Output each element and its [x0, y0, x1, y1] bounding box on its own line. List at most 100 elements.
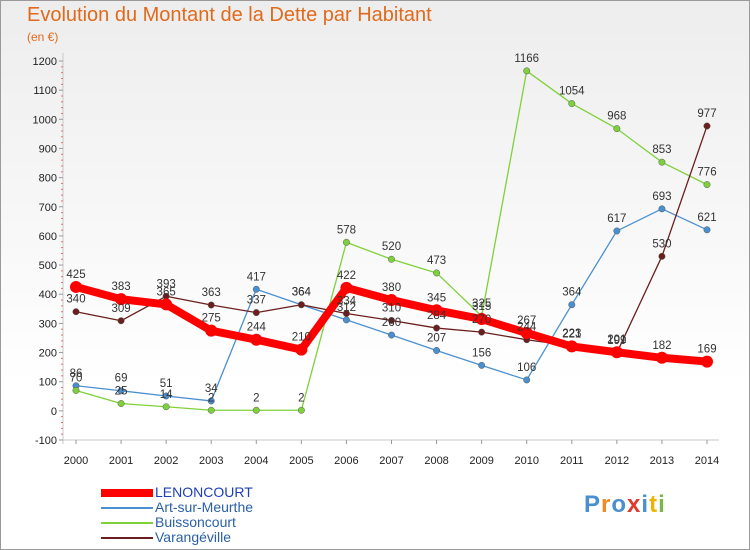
- data-label: 617: [607, 213, 626, 225]
- data-point: [478, 361, 486, 369]
- data-label: 14: [160, 389, 173, 401]
- data-point: [658, 252, 666, 260]
- data-label: 425: [66, 269, 85, 281]
- data-point: [433, 347, 441, 354]
- legend-swatch: [101, 507, 153, 509]
- data-point: [430, 304, 443, 317]
- data-point: [342, 238, 350, 246]
- x-tick-label: 2004: [244, 455, 268, 467]
- x-tick-label: 2001: [109, 455, 133, 467]
- data-point: [568, 301, 576, 309]
- y-tick-label: 1000: [33, 114, 57, 126]
- x-tick-label: 2012: [605, 455, 629, 467]
- x-tick-label: 2006: [334, 455, 358, 467]
- data-label: 34: [205, 383, 218, 395]
- data-label: 310: [382, 302, 401, 314]
- data-point: [613, 125, 621, 133]
- logo-letter: o: [611, 491, 628, 518]
- data-point: [162, 403, 170, 411]
- logo-letter: i: [641, 491, 650, 518]
- data-point: [250, 333, 263, 346]
- data-label: 621: [697, 212, 716, 224]
- data-point: [70, 280, 82, 293]
- data-label: 337: [247, 295, 266, 307]
- data-label: 364: [292, 287, 312, 299]
- data-label: 578: [337, 224, 356, 236]
- data-point: [388, 255, 395, 263]
- data-label: 693: [652, 191, 671, 203]
- data-point: [72, 386, 80, 394]
- data-label: 182: [652, 340, 671, 352]
- data-point: [433, 269, 441, 277]
- data-label: 363: [202, 287, 221, 299]
- data-label: 365: [157, 286, 176, 298]
- data-point: [388, 317, 395, 324]
- legend-swatch: [101, 522, 153, 524]
- y-tick-label: 200: [39, 348, 57, 360]
- data-point: [701, 355, 713, 368]
- data-label: 201: [607, 334, 626, 346]
- data-label: 210: [292, 332, 311, 344]
- data-point: [207, 406, 215, 414]
- data-label: 260: [382, 317, 401, 329]
- data-label: 345: [427, 292, 446, 304]
- y-tick-label: 1100: [33, 85, 57, 97]
- data-point: [205, 324, 218, 337]
- data-label: 473: [427, 255, 446, 267]
- data-label: 207: [427, 332, 446, 344]
- logo-letter: i: [658, 491, 666, 518]
- data-label: 315: [472, 301, 491, 313]
- data-label: 334: [337, 295, 357, 307]
- data-label: 267: [517, 315, 536, 327]
- data-label: 156: [472, 347, 491, 359]
- data-point: [703, 181, 711, 189]
- data-point: [703, 226, 711, 234]
- data-label: 270: [472, 314, 491, 326]
- data-point: [340, 281, 353, 294]
- data-label: 86: [70, 368, 83, 380]
- data-label: 776: [697, 167, 716, 179]
- x-tick-label: 2000: [64, 455, 88, 467]
- y-tick-label: 100: [39, 377, 57, 389]
- x-tick-label: 2013: [650, 455, 674, 467]
- legend-label: Buissoncourt: [155, 514, 236, 530]
- data-label: 380: [382, 282, 401, 294]
- x-tick-label: 2003: [199, 455, 223, 467]
- data-point: [388, 331, 395, 339]
- legend-label: LENONCOURT: [155, 484, 253, 500]
- data-label: 275: [202, 313, 221, 325]
- y-tick-label: 900: [39, 143, 57, 155]
- data-point: [72, 308, 80, 316]
- data-point: [160, 298, 173, 311]
- data-label: 417: [247, 271, 266, 283]
- legend-swatch: [101, 489, 153, 497]
- data-label: 221: [562, 328, 581, 340]
- data-label: 977: [697, 108, 716, 120]
- data-point: [207, 301, 215, 309]
- logo-letter: t: [649, 491, 659, 518]
- data-point: [115, 293, 128, 306]
- x-tick-label: 2009: [469, 455, 493, 467]
- data-point: [207, 397, 215, 405]
- logo-letter: x: [627, 491, 642, 518]
- data-label: 340: [66, 294, 85, 306]
- y-tick-label: -100: [35, 435, 57, 447]
- y-tick-label: 600: [39, 231, 57, 243]
- data-label: 2: [298, 392, 304, 404]
- data-point: [433, 324, 441, 332]
- data-label: 853: [652, 144, 671, 156]
- data-label: 70: [70, 372, 83, 384]
- data-label: 2: [253, 392, 259, 404]
- y-tick-label: 500: [39, 260, 57, 272]
- data-label: 1054: [559, 86, 585, 98]
- data-label: 364: [562, 287, 582, 299]
- data-point: [478, 328, 486, 336]
- data-point: [117, 317, 125, 325]
- x-tick-label: 2008: [424, 455, 448, 467]
- y-tick-label: 0: [51, 406, 57, 418]
- x-tick-label: 2007: [379, 455, 403, 467]
- data-label: 244: [517, 322, 537, 334]
- y-tick-label: 800: [39, 173, 57, 185]
- data-point: [658, 205, 666, 213]
